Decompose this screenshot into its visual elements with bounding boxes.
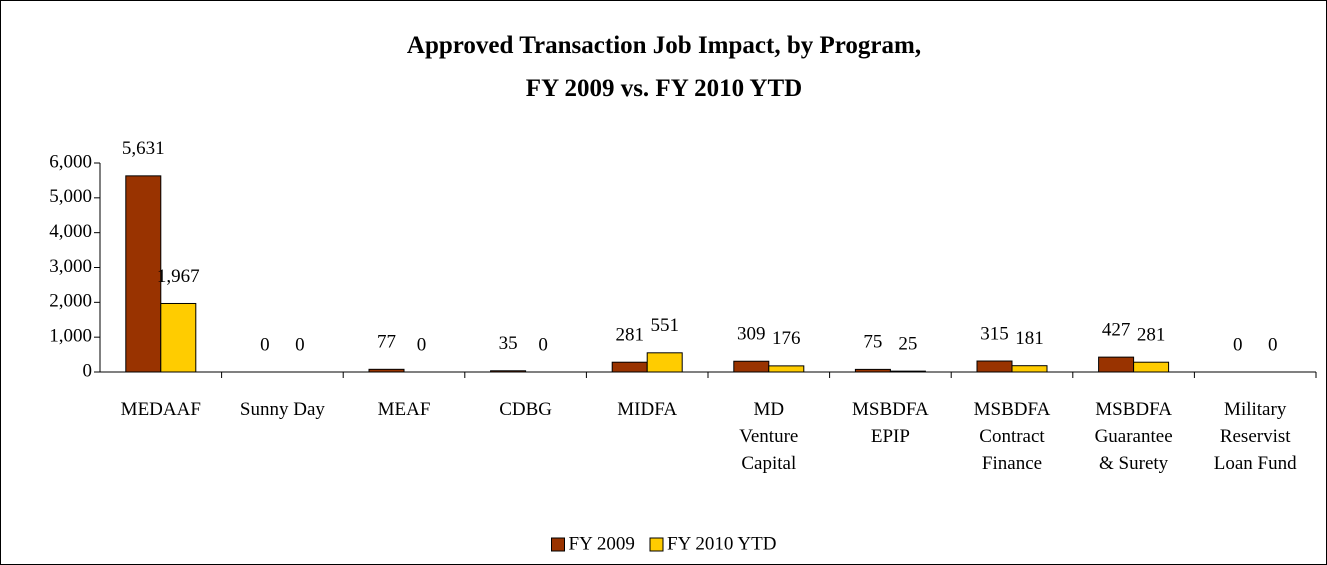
bar xyxy=(160,302,197,373)
x-tick-label: Military Reservist Loan Fund xyxy=(1214,399,1297,474)
bar xyxy=(368,368,405,373)
x-tick-label: MIDFA xyxy=(617,399,677,420)
x-tick-label: MD Venture Capital xyxy=(739,399,798,474)
y-tick-label: 6,000 xyxy=(49,151,92,172)
y-tick-label: 4,000 xyxy=(49,221,92,242)
y-tick-label: 3,000 xyxy=(49,256,92,277)
bar xyxy=(768,365,805,373)
chart-title: Approved Transaction Job Impact, by Prog… xyxy=(407,32,921,102)
value-label: 0 xyxy=(295,334,305,355)
value-label: 176 xyxy=(772,328,801,349)
value-label: 0 xyxy=(538,334,548,355)
x-tick-label: MEDAAF xyxy=(121,399,201,420)
value-label: 0 xyxy=(417,334,427,355)
bar xyxy=(611,361,648,373)
bar xyxy=(1133,361,1170,373)
bar xyxy=(854,368,891,373)
value-label: 1,967 xyxy=(157,266,200,287)
value-label: 75 xyxy=(863,332,882,353)
x-tick-label: MSBDFA Contract Finance xyxy=(974,399,1051,474)
bar xyxy=(1098,356,1135,373)
bar xyxy=(490,370,527,373)
value-label: 25 xyxy=(898,333,917,354)
legend-label: FY 2010 YTD xyxy=(667,533,776,554)
value-label: 181 xyxy=(1015,328,1044,349)
value-label: 427 xyxy=(1102,319,1131,340)
value-label: 77 xyxy=(377,332,396,353)
bar xyxy=(1011,365,1048,373)
bar xyxy=(976,360,1013,373)
x-tick-label: MSBDFA Guarantee & Surety xyxy=(1095,399,1173,474)
value-label: 5,631 xyxy=(122,138,165,159)
y-tick-label: 0 xyxy=(83,360,93,381)
x-tick-label: Sunny Day xyxy=(240,399,325,420)
value-label: 0 xyxy=(260,334,270,355)
value-label: 281 xyxy=(1137,325,1166,346)
legend-swatch xyxy=(649,537,664,552)
value-label: 35 xyxy=(499,333,518,354)
legend-swatch xyxy=(551,537,565,552)
legend-label: FY 2009 xyxy=(569,533,635,554)
value-label: 0 xyxy=(1268,334,1278,355)
value-label: 0 xyxy=(1233,334,1243,355)
y-tick-label: 5,000 xyxy=(49,186,92,207)
value-label: 309 xyxy=(737,324,766,345)
bar xyxy=(646,352,683,373)
bar xyxy=(125,175,162,373)
value-label: 315 xyxy=(980,323,1009,344)
y-tick-label: 2,000 xyxy=(49,291,92,312)
value-label: 551 xyxy=(650,315,679,336)
bar xyxy=(733,360,770,373)
bar xyxy=(889,370,926,373)
x-tick-label: CDBG xyxy=(499,399,552,420)
y-tick-label: 1,000 xyxy=(49,326,92,347)
x-tick-label: MSBDFA EPIP xyxy=(852,399,929,447)
x-tick-label: MEAF xyxy=(378,399,431,420)
value-label: 281 xyxy=(615,325,644,346)
